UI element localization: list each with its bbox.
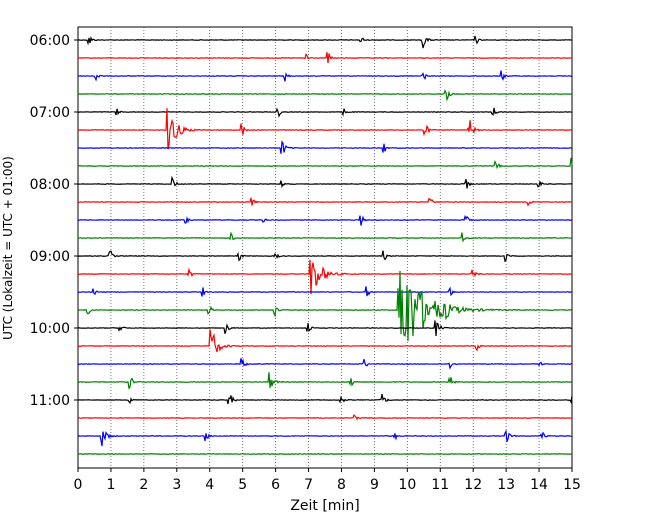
x-tick-label-13: 13 [497, 477, 515, 493]
plot-frame [77, 26, 573, 469]
x-tick-label-0: 0 [74, 477, 83, 493]
trace-0915 [77, 259, 573, 295]
x-tick-label-5: 5 [238, 477, 247, 493]
y-tick-label-5: 11:00 [30, 393, 70, 409]
y-axis-title: UTC (Lokalzeit = UTC + 01:00) [1, 156, 15, 340]
x-tick-label-9: 9 [370, 477, 379, 493]
trace-0830 [77, 214, 573, 226]
trace-0615 [77, 52, 573, 64]
y-tick-label-1: 07:00 [30, 105, 70, 121]
x-tick-label-14: 14 [530, 477, 548, 493]
trace-0745 [77, 157, 573, 170]
trace-1145 [77, 453, 573, 455]
trace-1130 [77, 429, 573, 447]
trace-0930 [77, 286, 573, 297]
y-tick-label-0: 06:00 [30, 33, 70, 49]
trace-0630 [77, 70, 573, 82]
trace-1100 [77, 393, 573, 405]
trace-0800 [77, 175, 573, 189]
y-axis: 06:00 07:00 08:00 09:00 10:00 11:00 [30, 33, 78, 409]
trace-0815 [77, 197, 573, 207]
x-tick-label-15: 15 [563, 477, 581, 493]
y-tick-label-4: 10:00 [30, 321, 70, 337]
trace-1045 [77, 372, 573, 390]
y-tick-label-3: 09:00 [30, 249, 70, 265]
trace-1115 [77, 414, 573, 421]
x-tick-label-1: 1 [106, 477, 115, 493]
trace-0945 [77, 270, 573, 341]
x-axis: 0 1 2 3 4 5 6 7 8 9 10 11 12 13 14 15 [74, 468, 581, 493]
trace-layer [77, 35, 573, 455]
x-tick-label-8: 8 [337, 477, 346, 493]
x-tick-label-2: 2 [139, 477, 148, 493]
x-axis-title: Zeit [min] [290, 498, 359, 514]
x-tick-label-10: 10 [398, 477, 416, 493]
trace-1030 [77, 358, 573, 370]
x-tick-label-7: 7 [304, 477, 313, 493]
trace-0900 [77, 250, 573, 263]
trace-0700 [77, 107, 573, 118]
x-tick-label-12: 12 [464, 477, 482, 493]
y-tick-label-2: 08:00 [30, 177, 70, 193]
trace-0715 [77, 108, 573, 150]
grid-layer [110, 27, 540, 468]
trace-0600 [77, 35, 573, 49]
trace-0845 [77, 231, 573, 243]
trace-0645 [77, 89, 573, 102]
x-tick-label-3: 3 [172, 477, 181, 493]
trace-0730 [77, 140, 572, 154]
trace-1000 [77, 320, 573, 337]
x-tick-label-11: 11 [431, 477, 449, 493]
x-tick-label-6: 6 [271, 477, 280, 493]
x-tick-label-4: 4 [205, 477, 214, 493]
trace-1015 [77, 329, 573, 353]
